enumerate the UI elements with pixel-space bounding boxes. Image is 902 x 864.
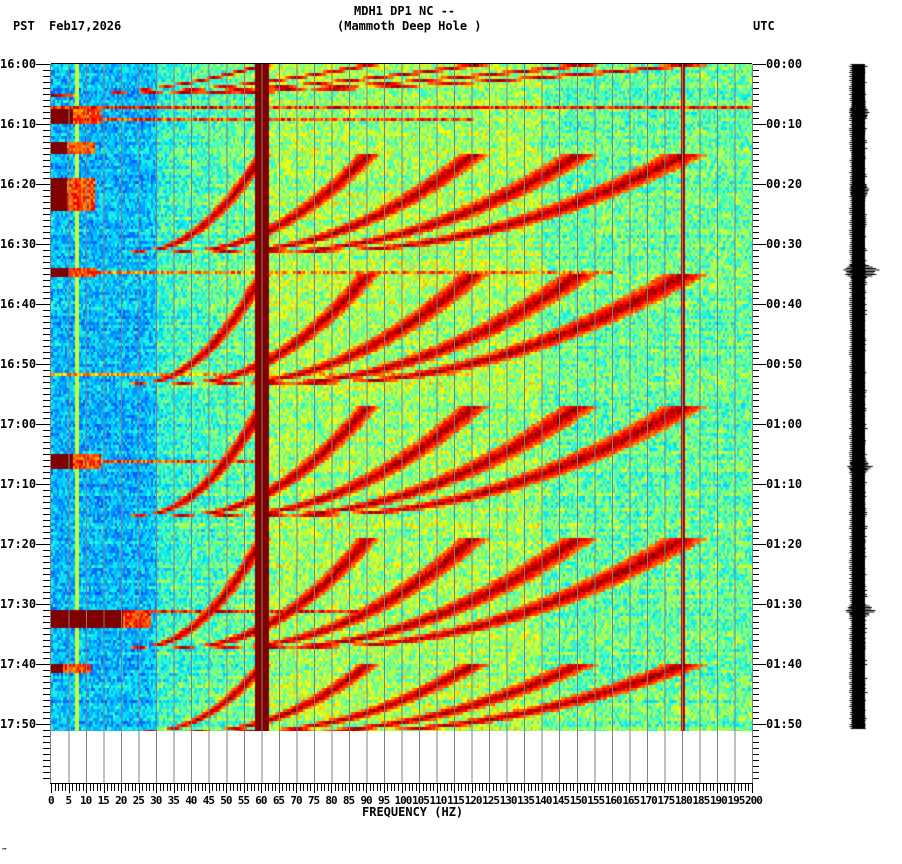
x-tick-label: 125 <box>482 794 500 807</box>
y-tick-label-left: 16:10 <box>0 117 37 131</box>
x-tick-label: 50 <box>220 794 232 807</box>
x-tick-label: 110 <box>429 794 448 807</box>
x-tick-label: 70 <box>290 794 302 807</box>
y-tick-label-left: 16:40 <box>0 297 37 311</box>
y-tick-label-right: 01:40 <box>766 657 803 671</box>
y-tick-label-left: 16:20 <box>0 177 37 191</box>
x-tick-label: 120 <box>464 794 483 807</box>
x-tick-label: 80 <box>325 794 337 807</box>
x-tick-label: 150 <box>569 794 588 807</box>
x-tick-label: 90 <box>360 794 372 807</box>
y-tick-label-right: 01:00 <box>766 417 803 431</box>
y-tick-label-right: 00:40 <box>766 297 803 311</box>
x-tick-label: 75 <box>307 794 320 807</box>
x-tick-label: 145 <box>552 794 570 807</box>
x-tick-label: 155 <box>587 794 605 807</box>
x-tick-label: 190 <box>709 794 728 807</box>
seismogram-trace <box>830 60 890 735</box>
x-tick-label: 10 <box>80 794 92 807</box>
right-timezone-label: UTC <box>753 19 775 33</box>
x-tick-label: 45 <box>202 794 215 807</box>
x-tick-label: 185 <box>692 794 710 807</box>
y-tick-label-right: 01:30 <box>766 597 803 611</box>
x-tick-label: 140 <box>534 794 553 807</box>
station-title: MDH1 DP1 NC -- <box>354 4 456 18</box>
y-tick-label-left: 17:20 <box>0 537 37 551</box>
y-tick-label-left: 17:00 <box>0 417 37 431</box>
x-tick-label: 95 <box>377 794 390 807</box>
footer-mark: ‴ <box>2 847 7 856</box>
x-tick-label: 5 <box>65 794 73 807</box>
y-tick-label-right: 00:00 <box>766 57 803 71</box>
location-title: (Mammoth Deep Hole ) <box>337 19 482 33</box>
y-tick-label-left: 17:30 <box>0 597 37 611</box>
x-tick-label: 105 <box>412 794 430 807</box>
x-tick-label: 160 <box>604 794 623 807</box>
x-tick-label: 175 <box>657 794 675 807</box>
y-tick-label-left: 16:00 <box>0 57 37 71</box>
y-tick-label-right: 01:10 <box>766 477 803 491</box>
y-tick-label-left: 17:50 <box>0 717 37 731</box>
x-tick-label: 20 <box>115 794 127 807</box>
y-tick-label-left: 16:50 <box>0 357 37 371</box>
x-tick-label: 130 <box>499 794 518 807</box>
x-tick-label: 195 <box>727 794 745 807</box>
x-tick-label: 115 <box>447 794 465 807</box>
x-tick-label: 100 <box>394 794 413 807</box>
y-tick-label-left: 17:10 <box>0 477 37 491</box>
x-axis-title: FREQUENCY (HZ) <box>362 805 464 819</box>
date-label: Feb17,2026 <box>49 19 122 33</box>
x-tick-label: 35 <box>167 794 180 807</box>
x-tick-label: 165 <box>622 794 640 807</box>
x-tick-label: 40 <box>185 794 197 807</box>
x-tick-label: 170 <box>639 794 658 807</box>
y-tick-label-left: 17:40 <box>0 657 37 671</box>
x-tick-label: 200 <box>745 794 763 807</box>
y-tick-label-right: 00:10 <box>766 117 803 131</box>
x-tick-label: 180 <box>674 794 693 807</box>
x-tick-label: 65 <box>272 794 285 807</box>
x-tick-label: 85 <box>342 794 355 807</box>
x-tick-label: 25 <box>132 794 145 807</box>
y-tick-label-right: 00:20 <box>766 177 803 191</box>
x-tick-label: 60 <box>255 794 267 807</box>
x-tick-label: 15 <box>97 794 110 807</box>
x-tick-label: 30 <box>150 794 162 807</box>
y-tick-label-right: 01:50 <box>766 717 803 731</box>
y-tick-label-left: 16:30 <box>0 237 37 251</box>
x-tick-label: 0 <box>48 794 55 807</box>
x-tick-label: 135 <box>517 794 535 807</box>
x-tick-label: 55 <box>237 794 250 807</box>
y-tick-label-right: 01:20 <box>766 537 803 551</box>
y-tick-label-right: 00:30 <box>766 237 803 251</box>
left-timezone-label: PST <box>13 19 35 33</box>
y-tick-label-right: 00:50 <box>766 357 803 371</box>
